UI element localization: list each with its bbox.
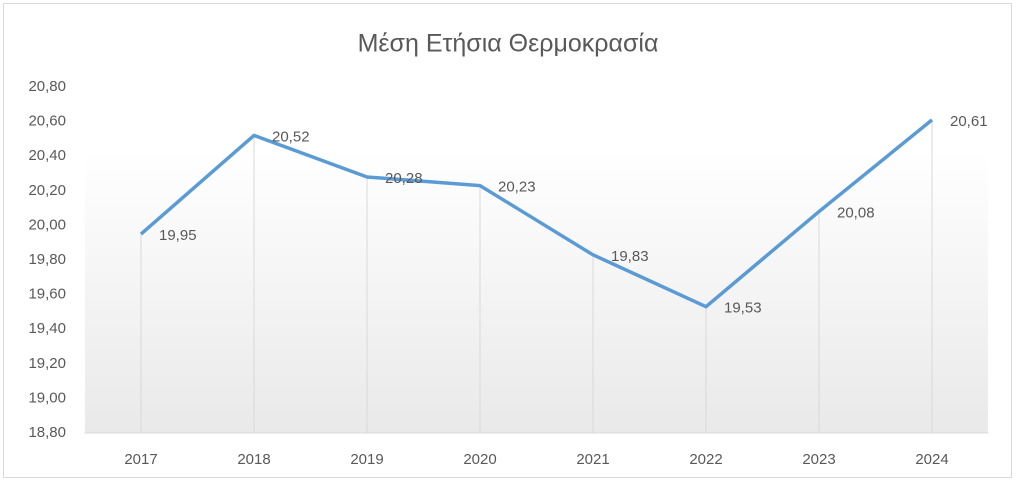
x-tick-label: 2022 bbox=[689, 451, 722, 468]
y-tick-label: 19,00 bbox=[28, 389, 66, 406]
data-label: 19,95 bbox=[159, 227, 197, 244]
chart-title: Μέση Ετήσια Θερμοκρασία bbox=[358, 30, 659, 58]
x-tick-label: 2023 bbox=[802, 451, 835, 468]
data-label: 19,83 bbox=[611, 248, 649, 265]
data-label: 20,52 bbox=[272, 128, 310, 145]
y-tick-label: 20,80 bbox=[28, 78, 66, 95]
data-line bbox=[139, 118, 934, 309]
data-label: 20,61 bbox=[950, 113, 988, 130]
y-tick-label: 19,80 bbox=[28, 251, 66, 268]
x-tick-label: 2018 bbox=[237, 451, 270, 468]
x-tick-label: 2024 bbox=[915, 451, 948, 468]
data-label: 20,28 bbox=[385, 170, 423, 187]
data-label: 19,53 bbox=[724, 300, 762, 317]
data-label: 20,08 bbox=[837, 205, 875, 222]
x-tick-label: 2021 bbox=[576, 451, 609, 468]
y-tick-label: 20,00 bbox=[28, 216, 66, 233]
y-tick-label: 18,80 bbox=[28, 424, 66, 441]
plot-background bbox=[85, 150, 988, 433]
y-tick-label: 19,20 bbox=[28, 355, 66, 372]
y-tick-label: 19,60 bbox=[28, 286, 66, 303]
y-tick-label: 20,20 bbox=[28, 182, 66, 199]
x-tick-label: 2017 bbox=[124, 451, 157, 468]
x-tick-label: 2019 bbox=[350, 451, 383, 468]
y-tick-label: 20,40 bbox=[28, 147, 66, 164]
data-label: 20,23 bbox=[498, 179, 536, 196]
y-tick-label: 20,60 bbox=[28, 113, 66, 130]
x-tick-label: 2020 bbox=[463, 451, 496, 468]
y-tick-label: 19,40 bbox=[28, 320, 66, 337]
